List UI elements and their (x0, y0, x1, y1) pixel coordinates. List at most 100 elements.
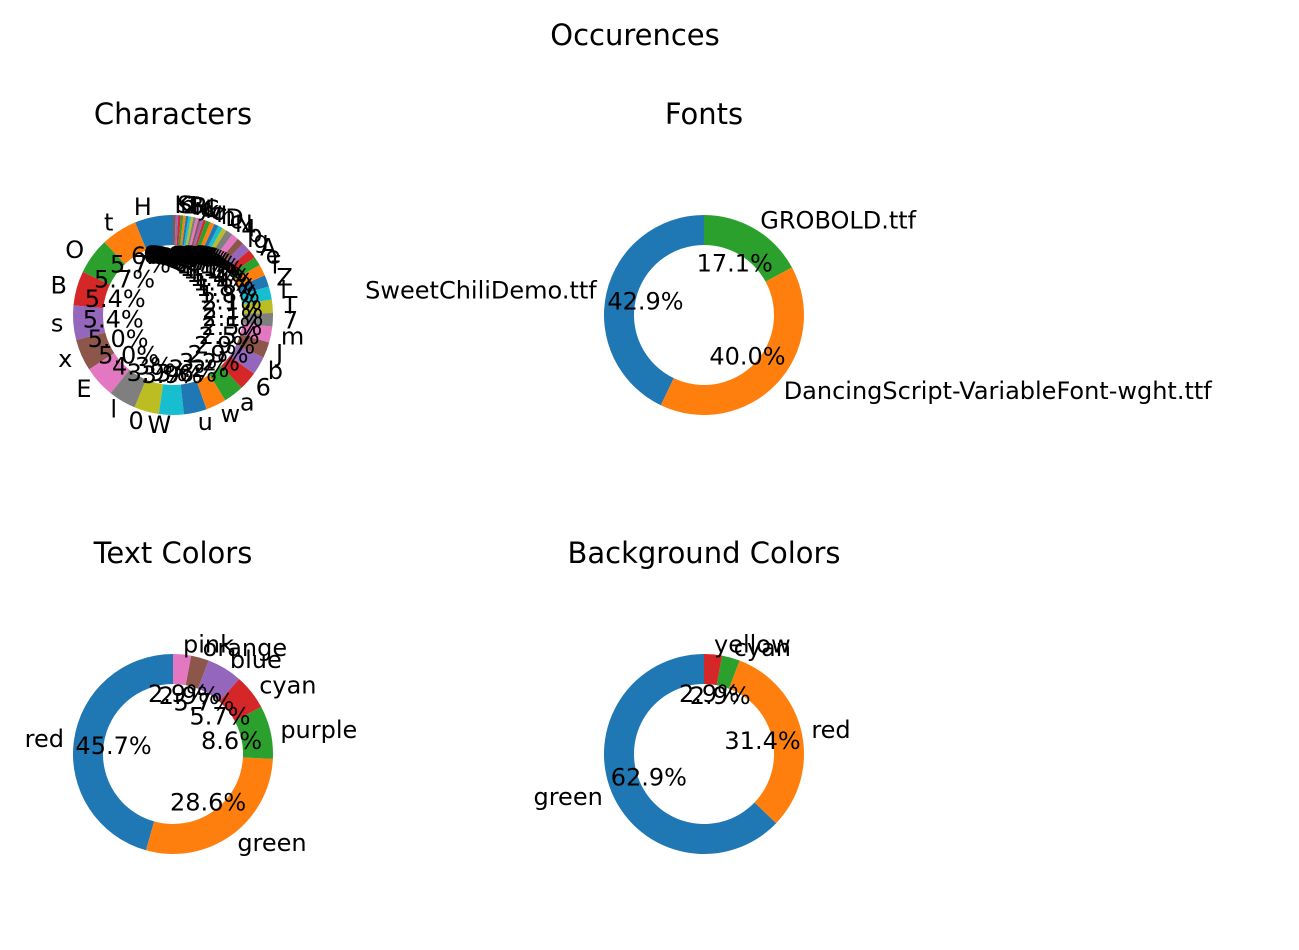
pie-slice-l (110, 369, 147, 408)
slice-label: 8 (189, 192, 204, 220)
pie-slice-yellow (704, 654, 723, 686)
pie-slice-s (174, 215, 179, 246)
pie-slice-cyan (219, 678, 262, 721)
slice-label: C (202, 195, 219, 223)
slice-percent-label: 2.9% (188, 341, 249, 369)
chart-title: Text Colors (93, 536, 253, 570)
slice-label: S (177, 191, 192, 219)
slice-percent-label: 0.7% (173, 250, 234, 278)
slice-label: K (174, 191, 191, 219)
slice-label: e (266, 242, 281, 270)
slice-label: p (247, 220, 262, 248)
slice-percent-label: 0.4% (159, 243, 220, 271)
slice-percent-label: 1.1% (176, 251, 237, 279)
slice-label: B (51, 272, 67, 300)
pie-slice-g (222, 243, 250, 270)
slice-label: orange (203, 634, 287, 662)
slice-label: N (235, 210, 253, 238)
pie-slice-0 (134, 379, 164, 414)
slice-label: cyan (734, 634, 791, 662)
slice-percent-label: 3.2% (179, 349, 240, 377)
pie-slice-orange (185, 655, 209, 689)
pie-slice-d (189, 217, 199, 248)
slice-label: green (237, 829, 306, 857)
slice-percent-label: 1.1% (180, 254, 241, 282)
slice-percent-label: 0.4% (149, 241, 210, 269)
slice-percent-label: 40.0% (709, 342, 785, 370)
slice-percent-label: 0.4% (146, 241, 207, 269)
pie-slice-sweetchilidemo-ttf (603, 215, 704, 406)
pie-slice-b (229, 344, 264, 374)
slice-percent-label: 6.0% (131, 242, 192, 270)
pie-slice-blue (197, 660, 240, 702)
pie-slice-k (173, 215, 176, 246)
pie-slice-j (236, 334, 270, 358)
slice-label: DancingScript-VariableFont-wght.ttf (784, 377, 1213, 405)
slice-label: d (200, 194, 215, 222)
pie-slice-x (76, 332, 115, 370)
slice-label: r (216, 200, 226, 228)
pie-slice-pink (173, 654, 192, 686)
slice-label: l (110, 396, 117, 424)
slice-percent-label: 0.4% (156, 242, 217, 270)
slice-label: A (260, 234, 277, 262)
slice-percent-label: 2.9% (690, 682, 751, 710)
slice-label: O (65, 236, 84, 264)
slice-percent-label: 2.5% (201, 313, 262, 341)
slice-label: W (147, 411, 171, 439)
pie-chart-background-colors: Background Colors green 62.9% red 31.4% cyan… (533, 536, 851, 854)
pie-slice-c (207, 228, 227, 256)
pie-slice-t (104, 222, 147, 265)
pie-slice-n (176, 215, 181, 246)
pie-slice-r (183, 216, 192, 247)
slice-label: Z (276, 263, 292, 291)
slice-label: i (194, 193, 201, 221)
slice-percent-label: 1.4% (193, 269, 254, 297)
slice-percent-label: 5.4% (83, 306, 144, 334)
slice-percent-label: 45.7% (75, 732, 151, 760)
slice-percent-label: 5.7% (94, 266, 155, 294)
pie-slice-f (233, 265, 265, 288)
slice-label: green (533, 783, 602, 811)
slice-percent-label: 0.4% (160, 244, 221, 272)
pie-slice-1 (180, 215, 186, 246)
pie-slice-v (194, 219, 206, 249)
figure-title: Occurences (550, 18, 720, 52)
slice-label: T (282, 291, 298, 319)
pie-slice-h (201, 223, 219, 253)
pie-text-colors: red 45.7% green 28.6% purple 8.6% cyan 5.7% blue… (25, 630, 358, 857)
slice-label: SweetChiliDemo.ttf (365, 277, 597, 305)
slice-percent-label: 2.9% (679, 680, 740, 708)
slice-label: cyan (259, 672, 316, 700)
pie-slice-e (230, 257, 260, 280)
slice-percent-label: 5.0% (98, 341, 159, 369)
pie-slice-h (135, 215, 173, 251)
pie-slice-green (146, 757, 273, 854)
slice-percent-label: 2.9% (159, 682, 220, 710)
slice-percent-label: 0.7% (169, 247, 230, 275)
slice-percent-label: 0.7% (164, 245, 225, 273)
pie-slice-u (180, 380, 207, 415)
pie-chart-characters: Characters H 6.0% t 5.7% O 5.7% B 5.4% s 5.4% x 5.0… (51, 97, 305, 439)
slice-label: 0 (129, 407, 144, 435)
slice-label: 6 (256, 374, 271, 402)
slice-percent-label: 28.6% (170, 789, 246, 817)
slice-label: n (180, 191, 195, 219)
pie-slice-w (158, 384, 184, 415)
slice-label: w (220, 400, 240, 428)
slice-percent-label: 2.5% (199, 322, 260, 350)
slice-label: R (191, 193, 208, 221)
slice-percent-label: 1.8% (199, 280, 260, 308)
pie-slice-a (209, 365, 242, 401)
pie-slice-dancingscript-variablefont-wght-ttf (660, 267, 804, 416)
pie-chart-fonts: Fonts SweetChiliDemo.ttf 42.9% DancingScri… (365, 97, 1213, 416)
slice-percent-label: 5.7% (174, 689, 235, 717)
slice-percent-label: 0.4% (143, 241, 204, 269)
slice-label: red (25, 725, 64, 753)
slice-percent-label: 1.4% (190, 264, 251, 292)
slice-label: b (268, 357, 283, 385)
slice-label: 1 (186, 192, 201, 220)
slice-percent-label: 0.4% (148, 241, 209, 269)
slice-label: h (221, 202, 236, 230)
